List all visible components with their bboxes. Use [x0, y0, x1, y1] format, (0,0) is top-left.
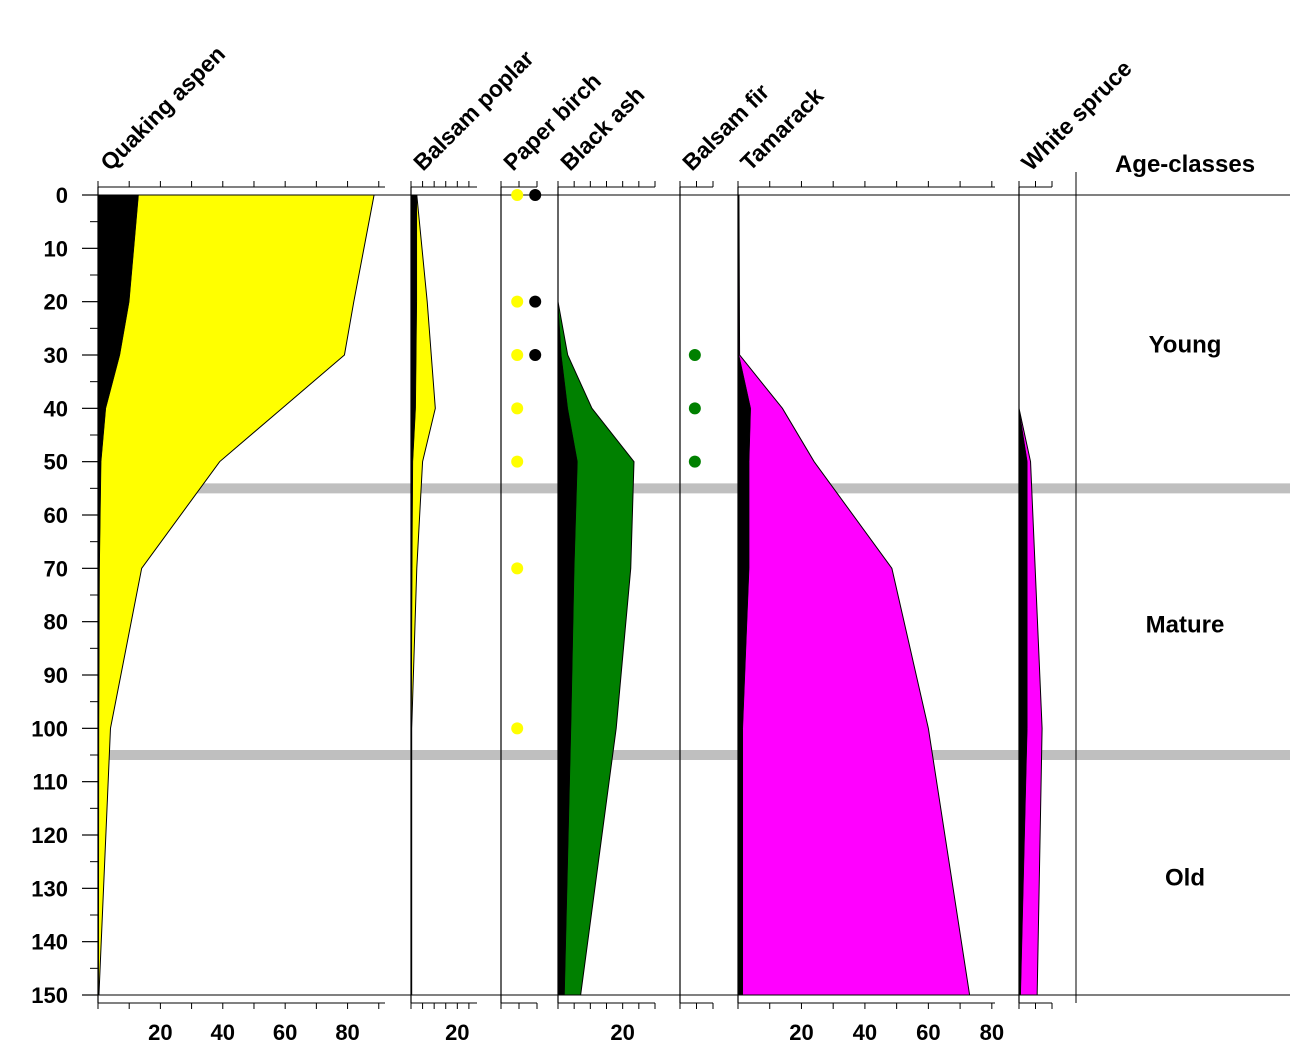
- balsam-fir-point: [688, 349, 701, 361]
- y-tick-label: 80: [44, 610, 68, 635]
- y-tick-label: 70: [44, 556, 68, 581]
- y-tick-label: 50: [44, 450, 68, 475]
- age-class-mature: Mature: [1146, 611, 1225, 638]
- y-tick-label: 110: [33, 770, 69, 795]
- age-class-labels: Age-classes Young Mature Old: [1115, 151, 1255, 892]
- y-tick-label: 20: [44, 290, 68, 315]
- y-tick-label: 40: [44, 396, 68, 421]
- paper-birch-point: [511, 455, 524, 468]
- tamarack-x-tick-label: 40: [853, 1020, 877, 1045]
- y-tick-label: 30: [44, 343, 68, 368]
- depth-axis: 0 10 20 30 40 50 60 70 80 90 100 110 120 130 140 150: [31, 183, 98, 1008]
- quaking-aspen-x-tick-label: 80: [335, 1020, 359, 1045]
- balsam-poplar-x-tick-label: 20: [445, 1020, 469, 1045]
- balsam-fir-point: [688, 455, 701, 468]
- y-tick-label: 100: [31, 716, 68, 741]
- y-tick-label: 0: [56, 183, 68, 208]
- area-series: [97, 194, 1043, 996]
- tamarack-total-area: [737, 194, 971, 996]
- y-tick-label: 130: [31, 876, 68, 901]
- quaking-aspen-total-area: [97, 194, 375, 996]
- quaking-aspen-title: Quaking aspen: [95, 41, 230, 176]
- quaking-aspen-x-tick-label: 40: [211, 1020, 235, 1045]
- paper-birch-point: [529, 349, 542, 361]
- y-tick-label: 10: [44, 236, 68, 261]
- paper-birch-point: [511, 295, 524, 308]
- paper-birch-point: [529, 295, 542, 308]
- paper-birch-point: [529, 189, 542, 201]
- y-tick-label: 90: [44, 663, 68, 688]
- y-tick-label: 150: [31, 983, 68, 1008]
- y-tick-label: 60: [44, 503, 68, 528]
- balsam-fir-point: [688, 402, 701, 415]
- quaking-aspen-x-tick-label: 20: [148, 1020, 172, 1045]
- paper-birch-point: [511, 562, 524, 575]
- paper-birch-point: [511, 349, 524, 361]
- age-class-young: Young: [1149, 331, 1222, 358]
- paper-birch-point: [511, 189, 524, 201]
- point-series: [511, 189, 701, 735]
- paper-birch-point: [511, 722, 524, 735]
- quaking-aspen-x-tick-label: 60: [273, 1020, 297, 1045]
- tamarack-x-tick-label: 60: [916, 1020, 940, 1045]
- age-classes-title: Age-classes: [1115, 151, 1255, 178]
- paper-birch-point: [511, 402, 524, 415]
- age-class-old: Old: [1165, 865, 1205, 892]
- y-tick-label: 140: [31, 930, 68, 955]
- tamarack-x-tick-label: 80: [980, 1020, 1004, 1045]
- age-class-boundaries: [98, 483, 1290, 760]
- panel-axes: 20 40 60 80 20 20 20 40 60 80: [97, 172, 1290, 1045]
- tamarack-x-tick-label: 20: [789, 1020, 813, 1045]
- y-tick-label: 120: [31, 823, 68, 848]
- black-ash-x-tick-label: 20: [610, 1020, 634, 1045]
